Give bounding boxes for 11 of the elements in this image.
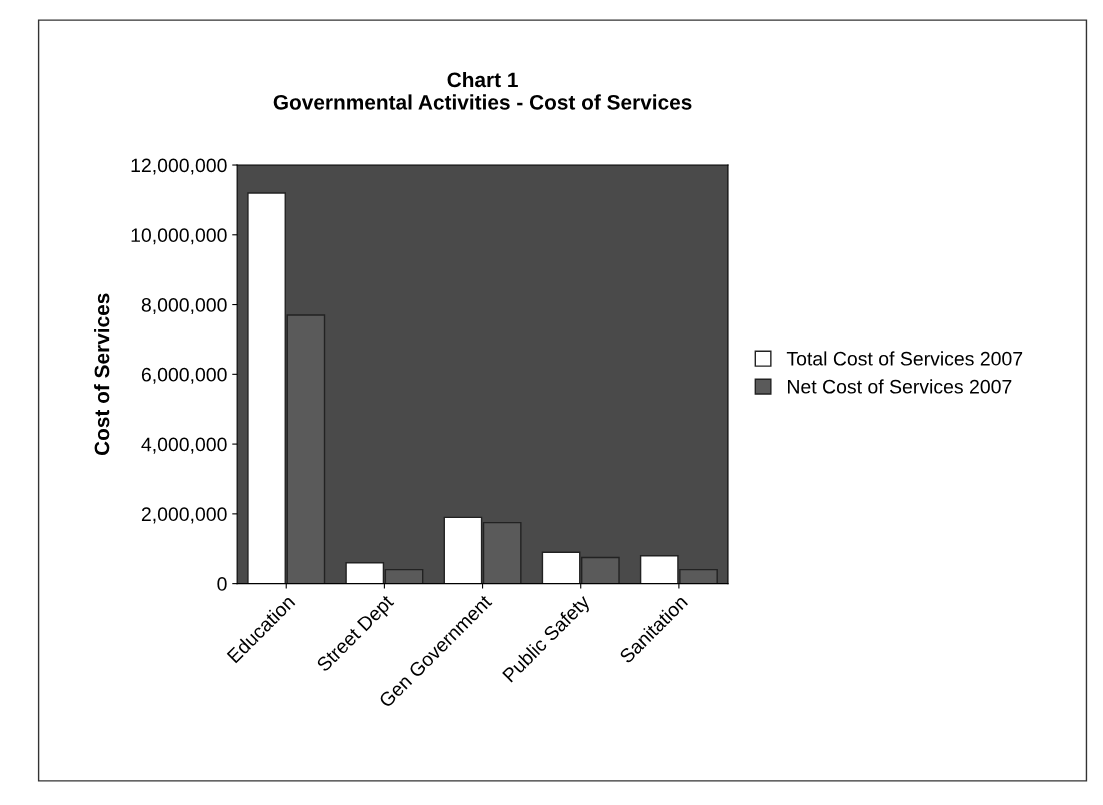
y-tick-label: 10,000,000 <box>131 228 227 245</box>
y-tick-label: 6,000,000 <box>141 367 227 384</box>
y-axis-title: Cost of Services <box>94 293 110 456</box>
y-tick-label: 2,000,000 <box>141 507 227 524</box>
legend-label: Net Cost of Services 2007 <box>788 379 1012 394</box>
y-tick-label: 4,000,000 <box>141 437 227 454</box>
legend-label: Total Cost of Services 2007 <box>786 351 1023 366</box>
chart-title: Chart 1 Governmental Activities - Cost of Services <box>273 71 692 110</box>
y-tick-label: 12,000,000 <box>131 158 227 175</box>
y-tick-label: 0 <box>217 577 227 591</box>
y-tick-label: 8,000,000 <box>141 298 227 315</box>
